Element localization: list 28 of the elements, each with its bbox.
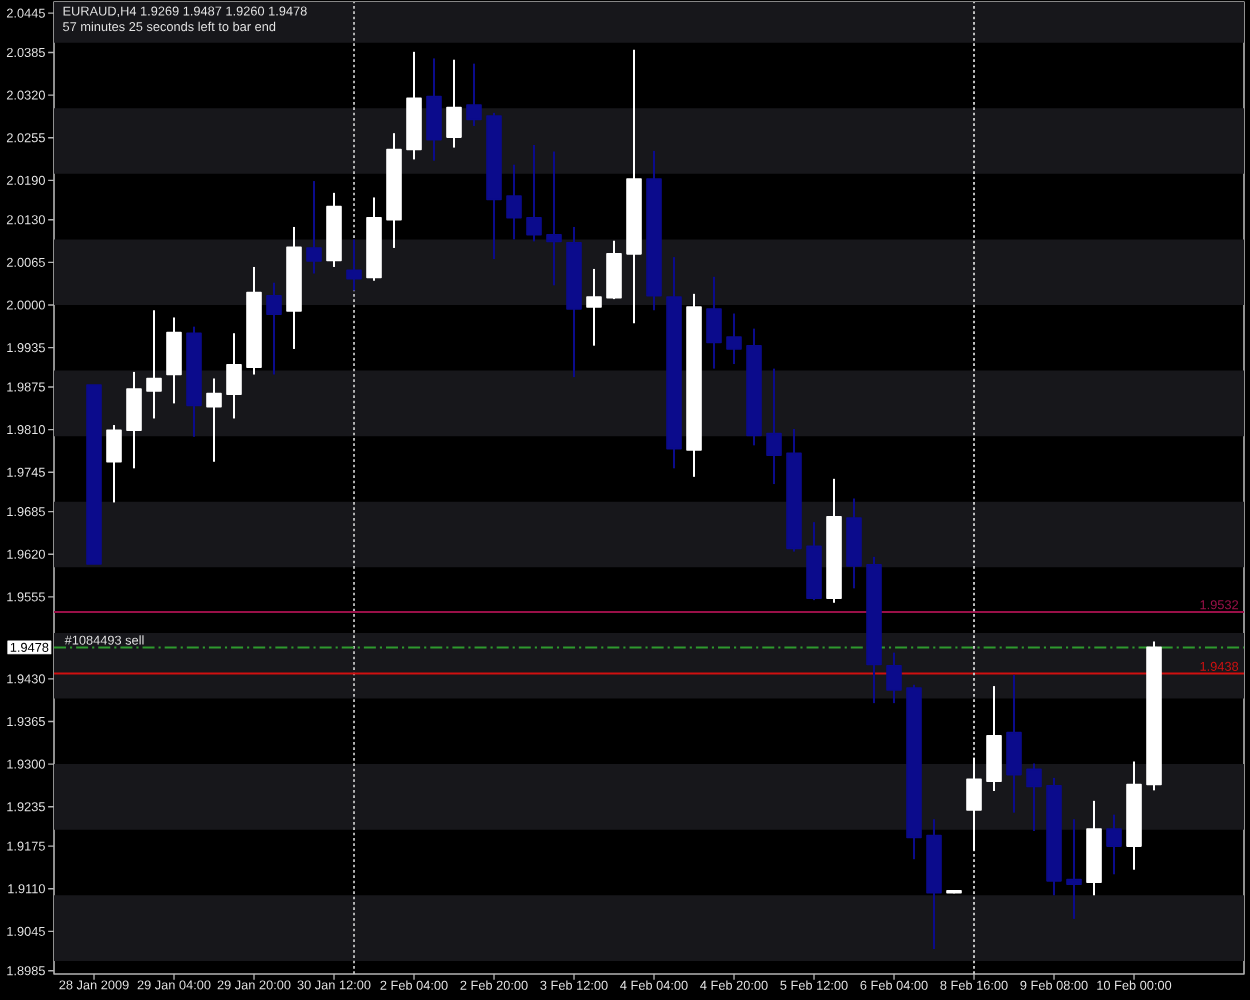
candlestick bbox=[206, 377, 222, 463]
candlestick bbox=[1006, 673, 1022, 814]
candlestick bbox=[266, 281, 282, 376]
candlestick bbox=[306, 180, 322, 275]
candlestick bbox=[426, 57, 442, 162]
candlestick bbox=[226, 332, 242, 420]
candlestick bbox=[346, 238, 362, 292]
candlestick bbox=[126, 370, 142, 470]
candlestick bbox=[166, 316, 182, 405]
candlestick bbox=[586, 267, 602, 347]
candlestick bbox=[466, 62, 482, 127]
candlestick bbox=[606, 239, 622, 301]
candlestick bbox=[506, 163, 522, 241]
candlestick bbox=[706, 275, 722, 370]
candlestick bbox=[1106, 813, 1122, 876]
candlestick bbox=[766, 367, 782, 486]
candlestick bbox=[966, 756, 982, 852]
candlestick bbox=[986, 685, 1002, 793]
candlestick bbox=[526, 143, 542, 243]
candlestick bbox=[106, 424, 122, 504]
candlestick bbox=[446, 58, 462, 149]
candlestick bbox=[846, 497, 862, 590]
candlestick bbox=[1026, 762, 1042, 833]
candlestick bbox=[726, 312, 742, 366]
candlestick bbox=[1066, 818, 1082, 920]
candlestick bbox=[146, 309, 162, 420]
candlestick bbox=[886, 651, 902, 705]
candlestick bbox=[546, 150, 562, 287]
